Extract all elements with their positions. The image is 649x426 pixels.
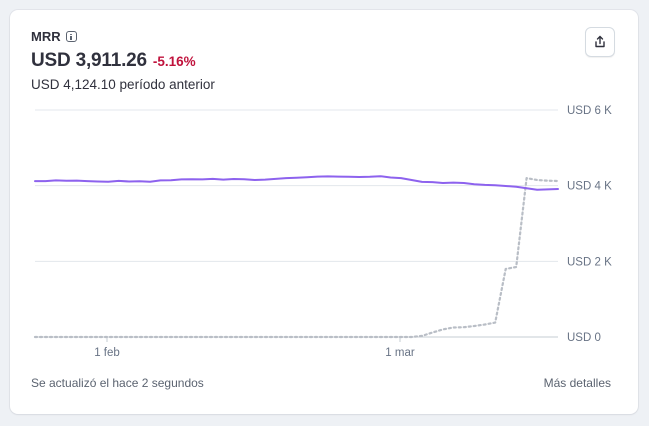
metric-delta: -5.16%: [152, 54, 196, 69]
y-tick-label: USD 0: [567, 332, 601, 344]
title-row: MRR: [31, 29, 77, 44]
x-tick-label: 1 mar: [385, 347, 415, 359]
y-tick-label: USD 2 K: [567, 256, 612, 268]
value-row: USD 3,911.26 -5.16%: [31, 50, 196, 72]
y-tick-label: USD 4 K: [567, 181, 612, 193]
mrr-card: MRR USD 3,911.26 -5.16% USD 4,124.10 per…: [10, 10, 638, 414]
mrr-chart: USD 0 USD 2 K USD 4 K USD 6 K 1 feb 1 mar: [33, 105, 612, 359]
current-period-line: [34, 175, 559, 191]
share-button[interactable]: [585, 27, 615, 57]
share-icon: [595, 35, 605, 48]
y-tick-label: USD 6 K: [567, 105, 612, 117]
more-details-link[interactable]: Más detalles: [543, 376, 611, 390]
x-tick-label: 1 feb: [94, 347, 120, 359]
info-icon[interactable]: [65, 31, 77, 42]
previous-period-line: [33, 177, 560, 339]
previous-period-value: USD 4,124.10 período anterior: [31, 77, 215, 92]
metric-value: USD 3,911.26: [31, 50, 147, 71]
last-updated-text: Se actualizó el hace 2 segundos: [31, 376, 204, 390]
metric-title: MRR: [31, 29, 61, 44]
